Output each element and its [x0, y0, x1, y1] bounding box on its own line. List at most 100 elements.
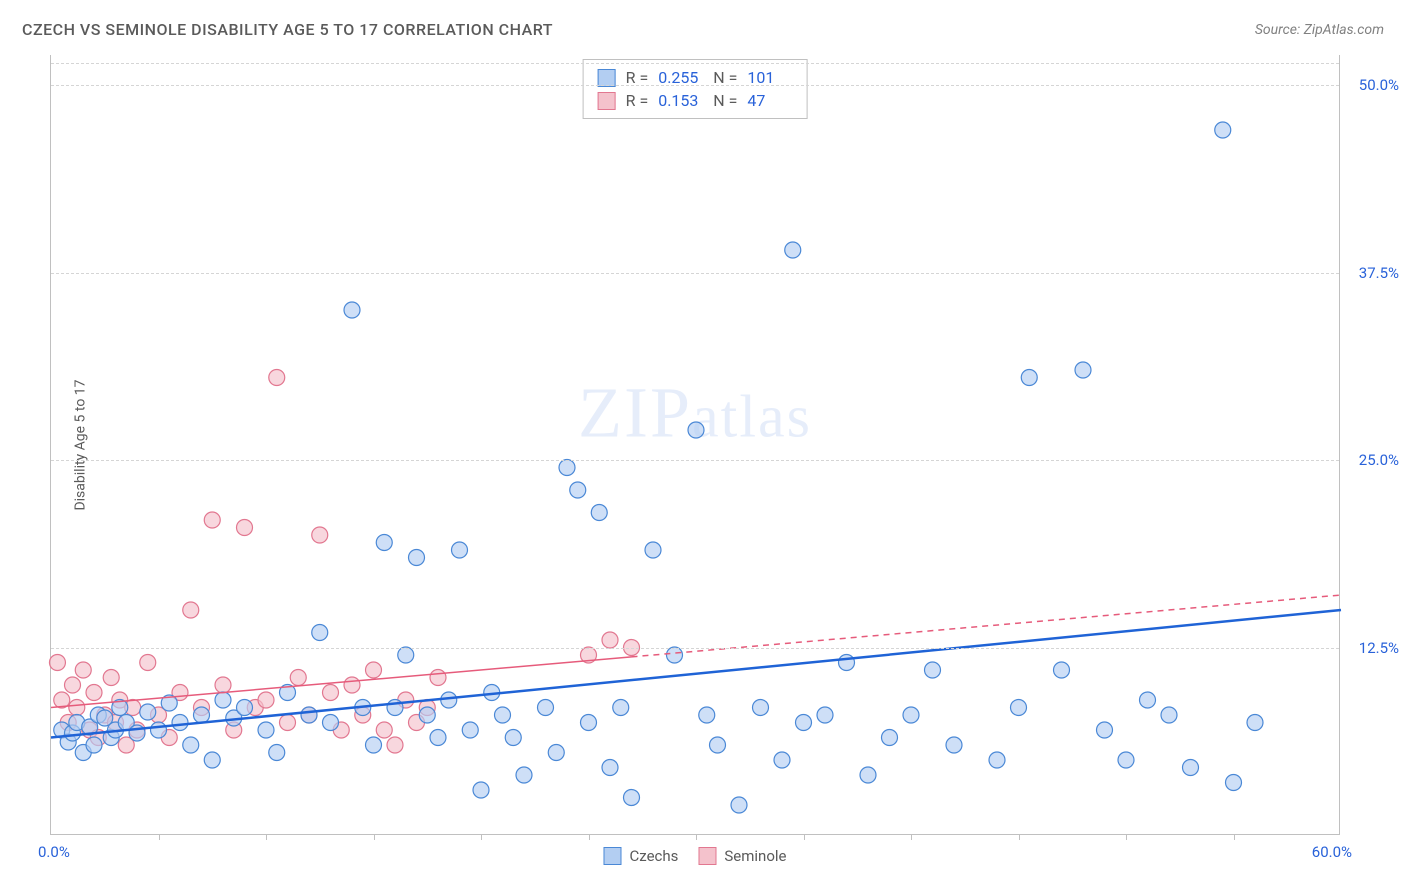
data-point [1011, 700, 1027, 716]
data-point [69, 700, 85, 716]
data-point [882, 730, 898, 746]
data-point [312, 625, 328, 641]
data-point [774, 752, 790, 768]
data-point [103, 670, 119, 686]
chart-area: Disability Age 5 to 17 ZIPatlas R = 0.25… [50, 55, 1340, 835]
x-tick [159, 834, 160, 840]
data-point [860, 767, 876, 783]
data-point [548, 745, 564, 761]
data-point [312, 527, 328, 543]
data-point [344, 302, 360, 318]
legend-stats-row-seminole: R = 0.153 N = 47 [598, 89, 793, 112]
chart-title: CZECH VS SEMINOLE DISABILITY AGE 5 TO 17… [22, 20, 553, 39]
x-tick [266, 834, 267, 840]
data-point [1161, 707, 1177, 723]
data-point [946, 737, 962, 753]
data-point [441, 692, 457, 708]
gridline [51, 460, 1339, 461]
plot-svg [51, 55, 1339, 834]
data-point [602, 632, 618, 648]
data-point [49, 655, 65, 671]
data-point [86, 685, 102, 701]
x-tick [804, 834, 805, 840]
data-point [419, 707, 435, 723]
data-point [280, 715, 296, 731]
data-point [452, 542, 468, 558]
data-point [301, 707, 317, 723]
data-point [903, 707, 919, 723]
data-point [796, 715, 812, 731]
data-point [204, 752, 220, 768]
gridline [51, 85, 1339, 86]
data-point [1226, 775, 1242, 791]
data-point [323, 715, 339, 731]
legend-series: Czechs Seminole [603, 847, 786, 865]
data-point [344, 677, 360, 693]
data-point [409, 550, 425, 566]
data-point [462, 722, 478, 738]
data-point [430, 730, 446, 746]
data-point [366, 737, 382, 753]
x-tick [589, 834, 590, 840]
data-point [398, 647, 414, 663]
legend-item-seminole: Seminole [698, 847, 786, 865]
data-point [215, 677, 231, 693]
data-point [710, 737, 726, 753]
data-point [699, 707, 715, 723]
x-tick [1019, 834, 1020, 840]
data-point [688, 422, 704, 438]
swatch-czechs-icon [603, 847, 621, 865]
y-tick-label: 25.0% [1344, 451, 1399, 469]
data-point [376, 535, 392, 551]
data-point [495, 707, 511, 723]
data-point [516, 767, 532, 783]
data-point [86, 737, 102, 753]
data-point [1140, 692, 1156, 708]
data-point [194, 707, 210, 723]
data-point [376, 722, 392, 738]
data-point [570, 482, 586, 498]
data-point [269, 370, 285, 386]
swatch-seminole-icon [698, 847, 716, 865]
data-point [602, 760, 618, 776]
data-point [1183, 760, 1199, 776]
data-point [753, 700, 769, 716]
data-point [667, 647, 683, 663]
data-point [75, 662, 91, 678]
data-point [140, 655, 156, 671]
x-tick [911, 834, 912, 840]
data-point [1021, 370, 1037, 386]
data-point [1118, 752, 1134, 768]
x-axis-min-label: 0.0% [38, 843, 70, 861]
data-point [323, 685, 339, 701]
data-point [65, 677, 81, 693]
y-tick-label: 12.5% [1344, 639, 1399, 657]
data-point [172, 715, 188, 731]
data-point [731, 797, 747, 813]
x-tick [1126, 834, 1127, 840]
data-point [505, 730, 521, 746]
data-point [215, 692, 231, 708]
chart-header: CZECH VS SEMINOLE DISABILITY AGE 5 TO 17… [22, 20, 1384, 39]
data-point [366, 662, 382, 678]
x-tick [696, 834, 697, 840]
gridline [51, 273, 1339, 274]
data-point [183, 737, 199, 753]
data-point [538, 700, 554, 716]
x-tick [481, 834, 482, 840]
data-point [151, 722, 167, 738]
data-point [430, 670, 446, 686]
data-point [473, 782, 489, 798]
data-point [925, 662, 941, 678]
legend-stats: R = 0.255 N = 101 R = 0.153 N = 47 [583, 59, 808, 119]
x-axis-max-label: 60.0% [1312, 843, 1352, 861]
data-point [1215, 122, 1231, 138]
data-point [269, 745, 285, 761]
data-point [237, 700, 253, 716]
data-point [1097, 722, 1113, 738]
data-point [290, 670, 306, 686]
data-point [839, 655, 855, 671]
data-point [989, 752, 1005, 768]
swatch-seminole-icon [598, 92, 616, 110]
data-point [817, 707, 833, 723]
